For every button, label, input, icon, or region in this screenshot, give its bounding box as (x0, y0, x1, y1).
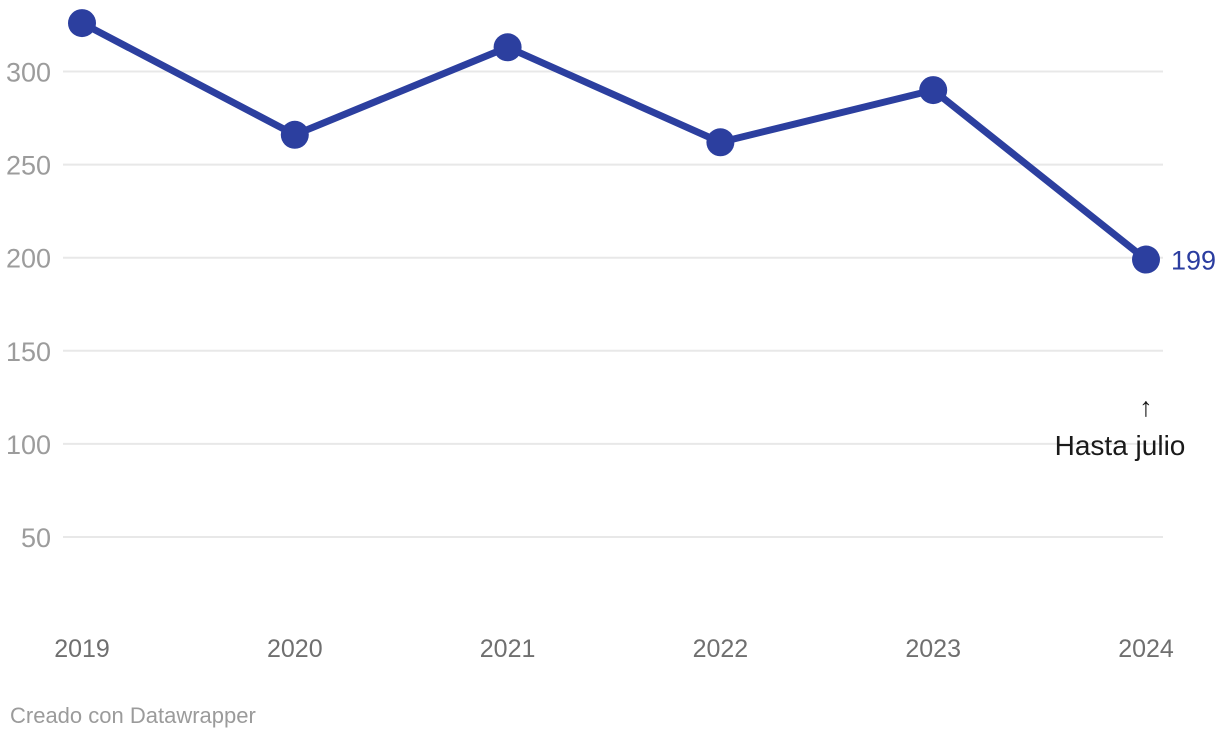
data-point-2021 (493, 33, 522, 62)
y-tick-label-150: 150 (6, 337, 51, 367)
x-tick-label-2022: 2022 (693, 635, 749, 663)
data-point-2023 (919, 76, 948, 105)
y-tick-label-300: 300 (6, 58, 51, 88)
data-point-2019 (68, 9, 96, 38)
x-tick-label-2020: 2020 (267, 635, 323, 663)
x-tick-label-2023: 2023 (905, 635, 961, 663)
series-line (80, 19, 1149, 263)
data-point-2020 (280, 120, 309, 149)
y-tick-label-200: 200 (6, 244, 51, 274)
data-point-2024 (1132, 245, 1160, 274)
x-tick-label-2021: 2021 (480, 635, 536, 663)
annotation-label: Hasta julio (1054, 430, 1186, 461)
y-tick-label-50: 50 (21, 523, 51, 553)
data-point-2022 (706, 128, 735, 157)
datawrapper-credit: Creado con Datawrapper (10, 703, 256, 728)
y-tick-label-100: 100 (6, 430, 51, 460)
x-tick-label-2024: 2024 (1118, 635, 1174, 663)
y-tick-label-250: 250 (6, 151, 51, 181)
line-chart: 300 250 200 150 100 50 2019 2020 2021 2022 2023 202… (6, 9, 1216, 663)
annotation-up-arrow-icon: ↑ (1139, 392, 1153, 422)
last-value-label: 199 (1171, 246, 1216, 276)
x-tick-label-2019: 2019 (54, 635, 110, 663)
